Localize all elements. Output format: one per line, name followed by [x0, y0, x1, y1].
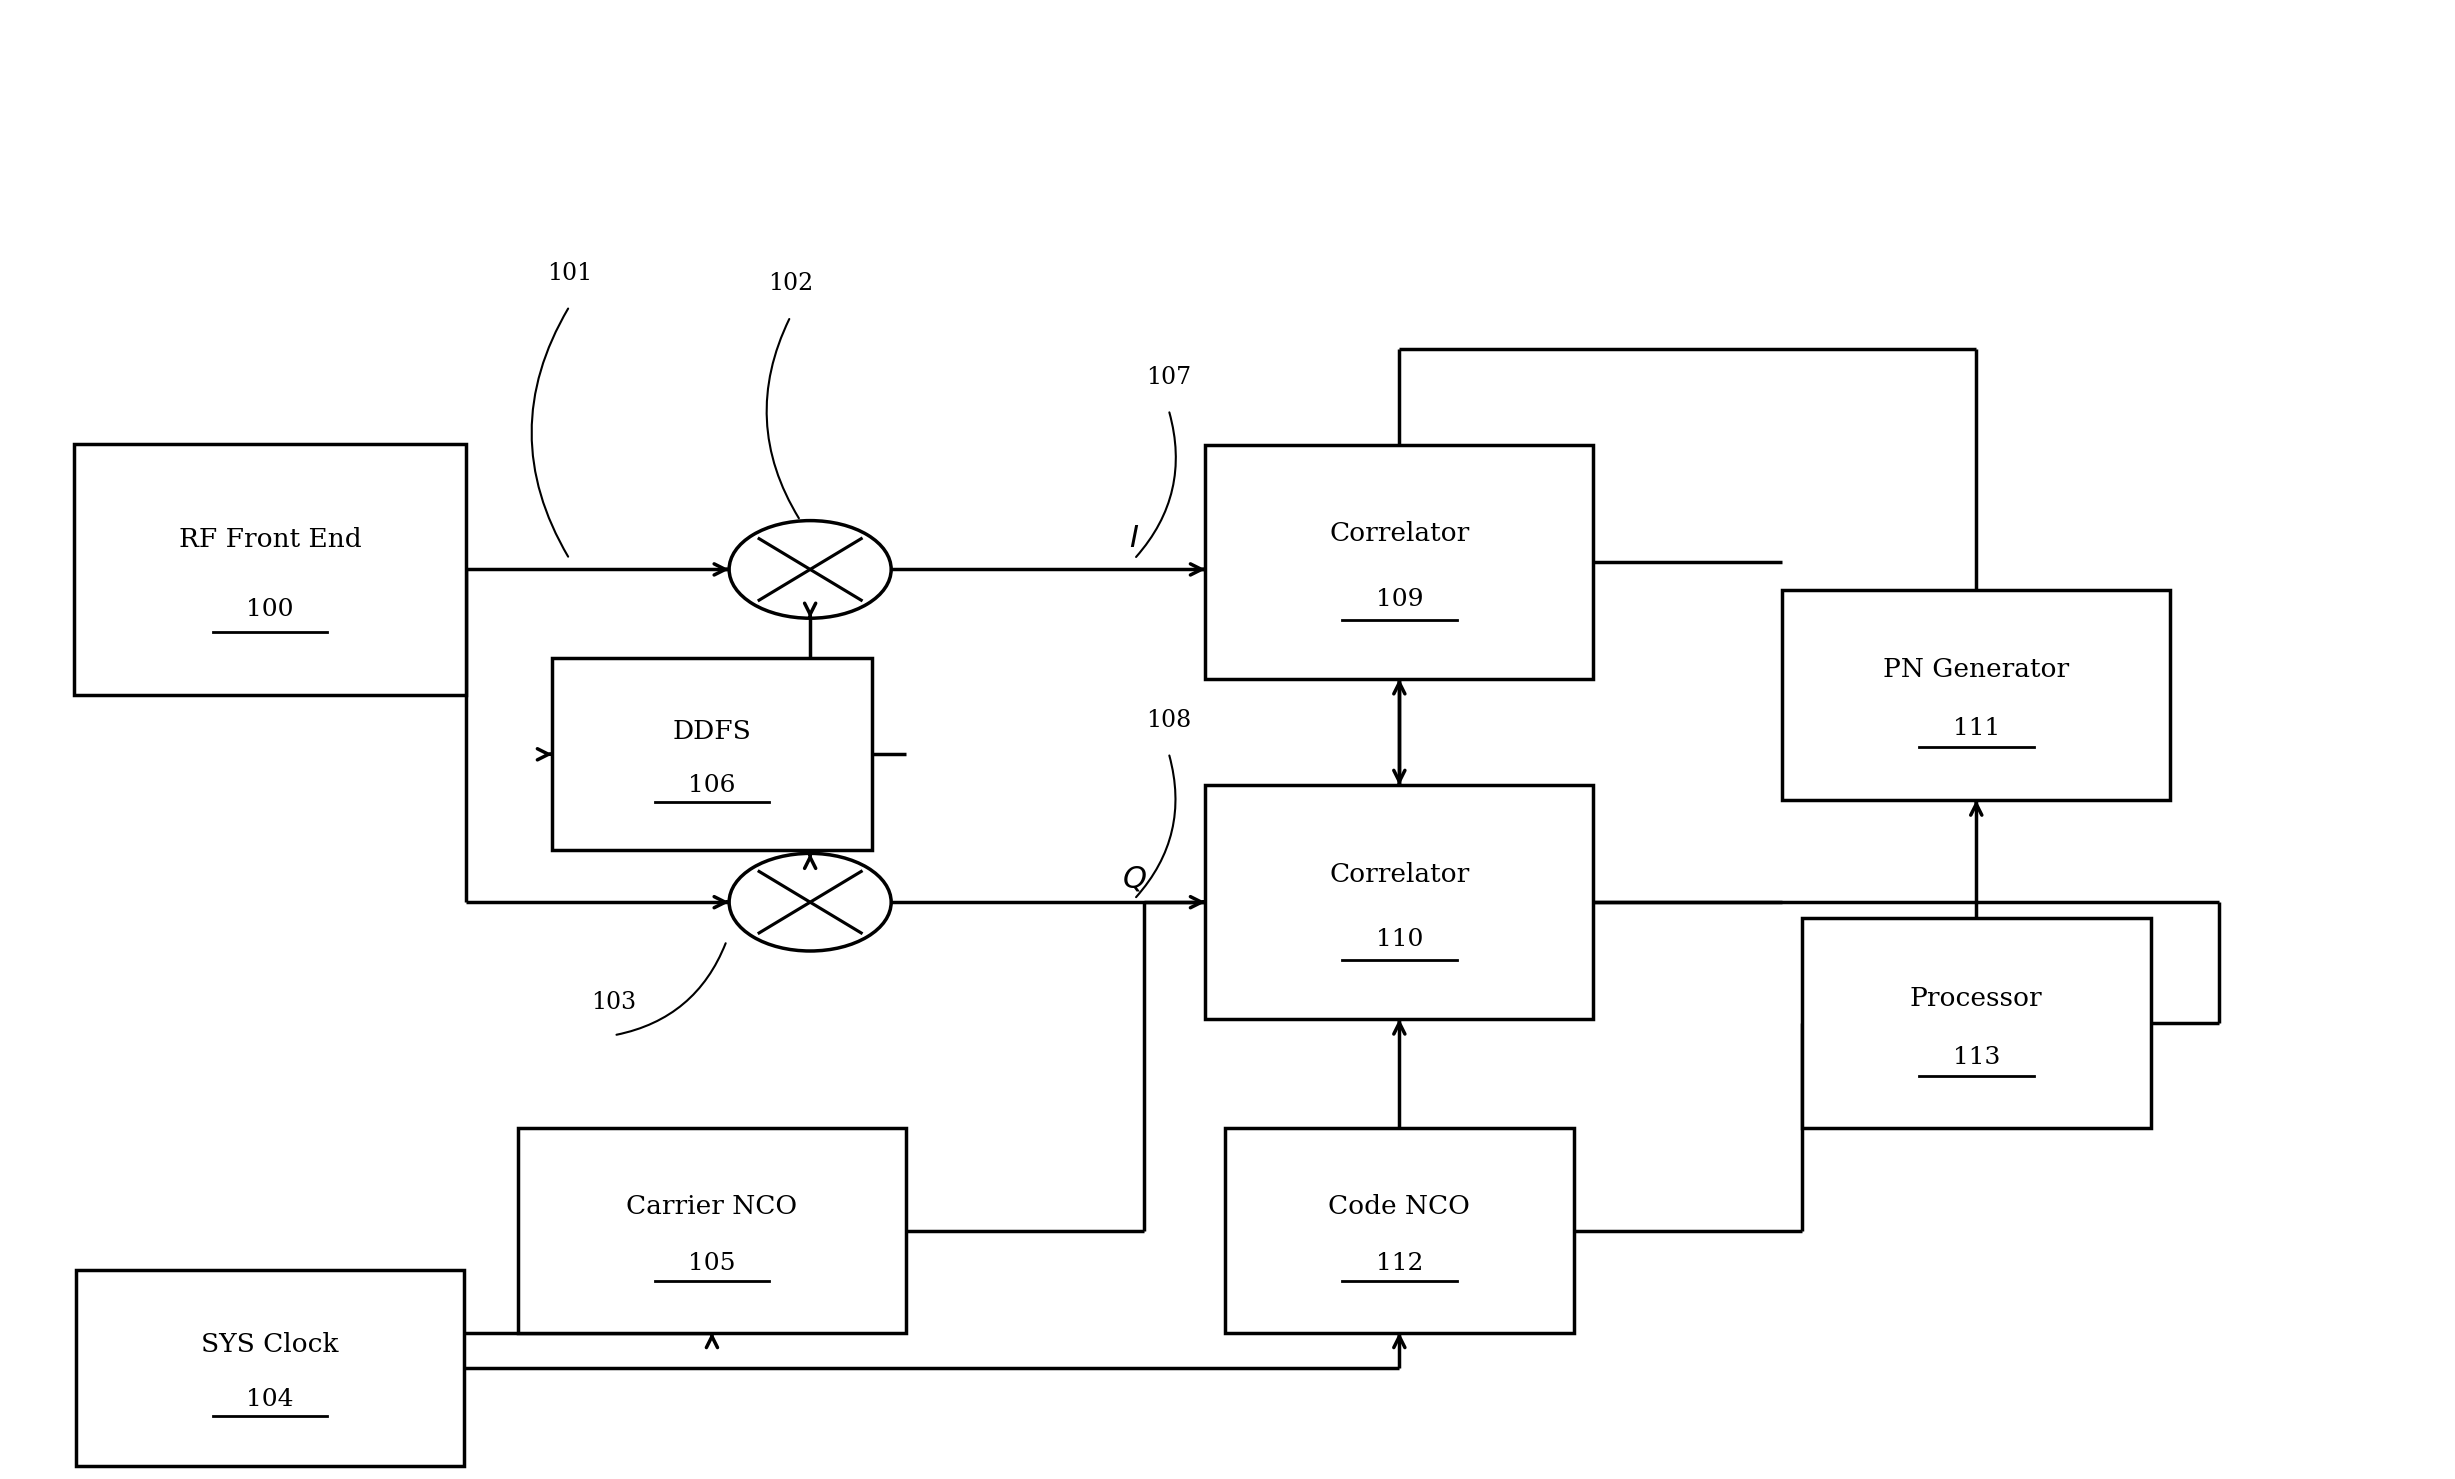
FancyBboxPatch shape [1782, 590, 2170, 800]
Text: $\mathit{Q}$: $\mathit{Q}$ [1122, 864, 1146, 893]
FancyBboxPatch shape [552, 658, 872, 850]
Text: Code NCO: Code NCO [1328, 1194, 1471, 1219]
Text: 111: 111 [1952, 717, 2001, 740]
Text: Correlator: Correlator [1328, 862, 1471, 886]
Text: 101: 101 [547, 262, 592, 285]
Text: 100: 100 [246, 598, 295, 621]
Text: 103: 103 [592, 991, 636, 1015]
FancyBboxPatch shape [1225, 1128, 1574, 1333]
Text: 113: 113 [1952, 1046, 2001, 1068]
Text: Correlator: Correlator [1328, 522, 1471, 546]
FancyBboxPatch shape [518, 1128, 906, 1333]
Text: $\mathit{I}$: $\mathit{I}$ [1129, 524, 1139, 553]
Text: 109: 109 [1375, 589, 1424, 611]
Text: 102: 102 [768, 272, 813, 296]
FancyBboxPatch shape [1802, 918, 2151, 1128]
Text: Processor: Processor [1910, 986, 2043, 1010]
FancyBboxPatch shape [74, 444, 466, 695]
Text: Carrier NCO: Carrier NCO [626, 1194, 798, 1219]
FancyBboxPatch shape [1205, 445, 1593, 679]
Text: 112: 112 [1375, 1251, 1424, 1275]
Text: 110: 110 [1375, 929, 1424, 951]
Text: PN Generator: PN Generator [1883, 658, 2070, 682]
Text: SYS Clock: SYS Clock [201, 1333, 339, 1358]
Text: 107: 107 [1146, 365, 1191, 389]
FancyBboxPatch shape [1205, 785, 1593, 1019]
FancyBboxPatch shape [76, 1270, 464, 1466]
Text: 108: 108 [1146, 708, 1191, 732]
Text: 104: 104 [246, 1387, 295, 1411]
Text: 105: 105 [687, 1251, 736, 1275]
Text: 106: 106 [687, 774, 736, 797]
Text: DDFS: DDFS [673, 719, 751, 744]
Text: RF Front End: RF Front End [179, 527, 361, 552]
